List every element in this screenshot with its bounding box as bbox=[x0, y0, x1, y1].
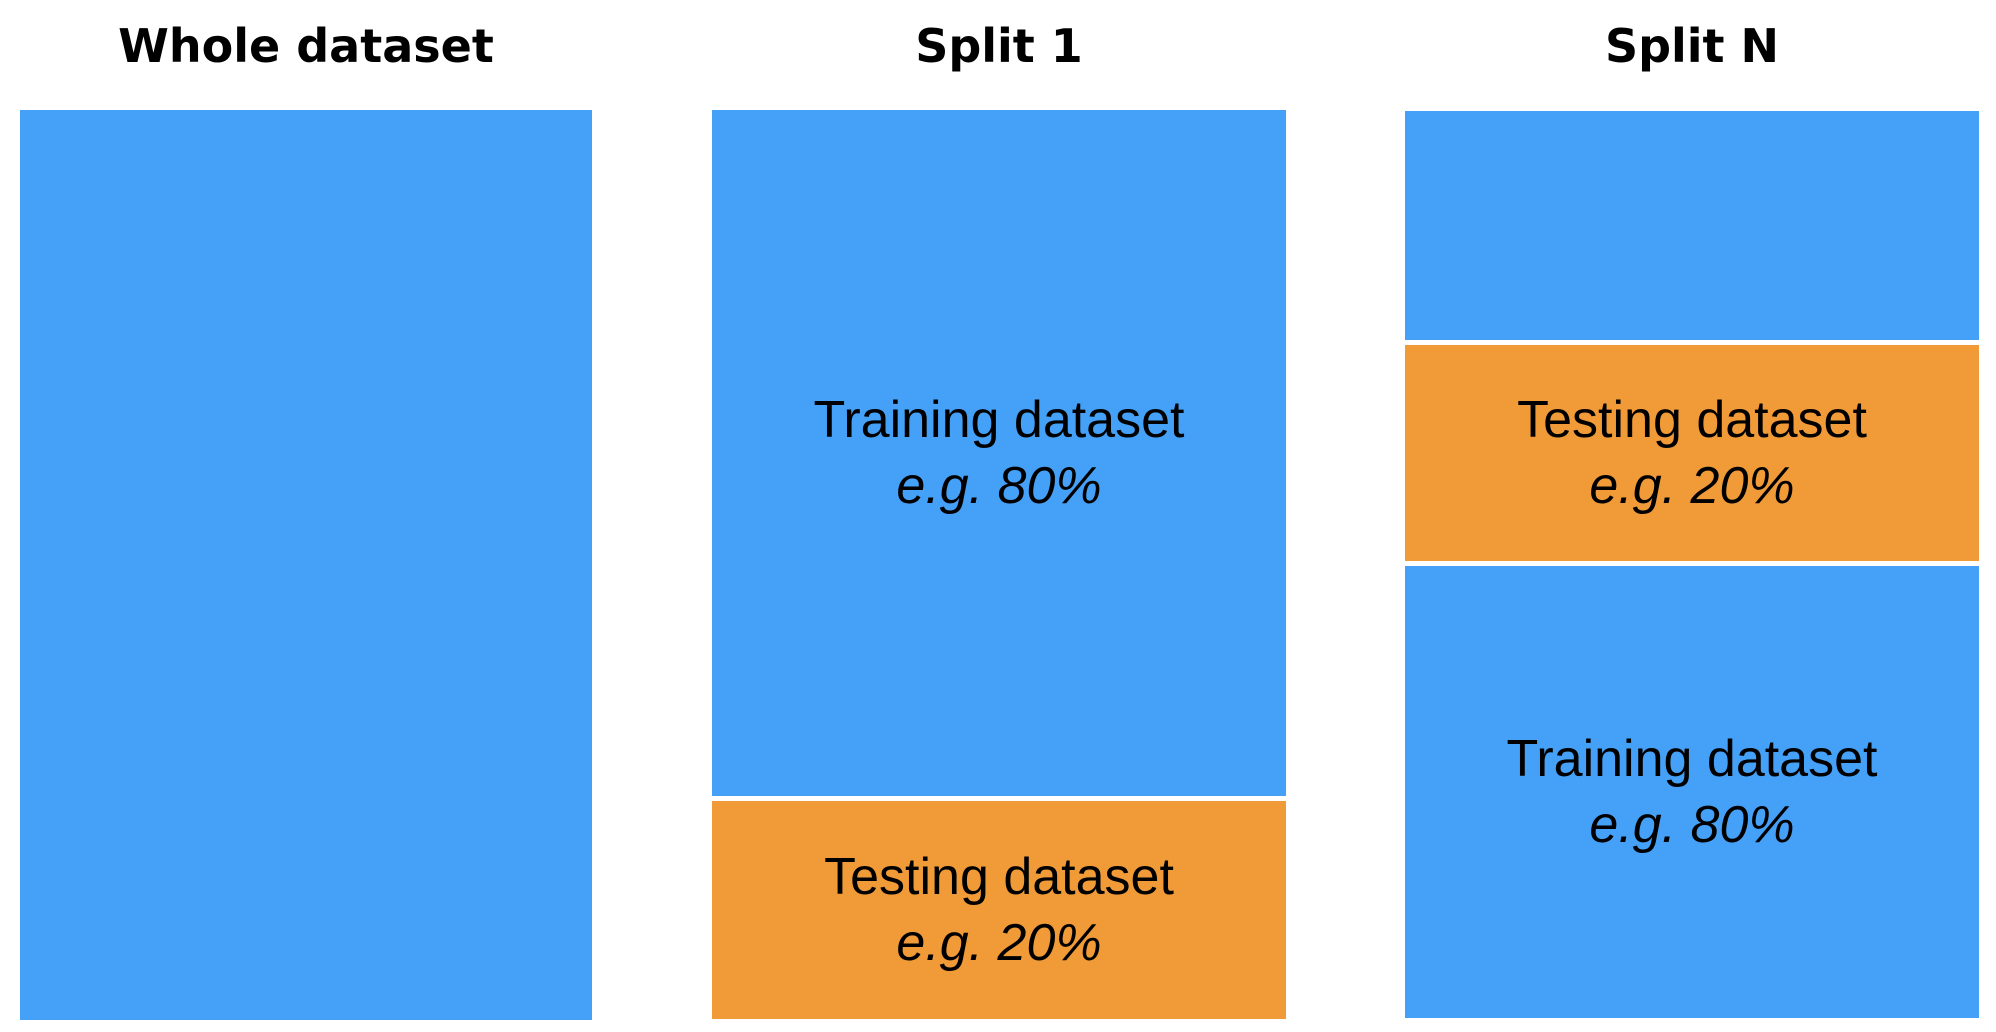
split-n-training-bottom-block: Training dataset e.g. 80% bbox=[1405, 566, 1979, 1018]
split-1-testing-label: Testing dataset bbox=[824, 848, 1174, 906]
column-title-split-1: Split 1 bbox=[915, 19, 1083, 73]
split-n-testing-block: Testing dataset e.g. 20% bbox=[1405, 345, 1979, 561]
split-1-training-block: Training dataset e.g. 80% bbox=[712, 110, 1286, 796]
split-n-training-label: Training dataset bbox=[1506, 730, 1878, 788]
column-title-whole-dataset: Whole dataset bbox=[118, 19, 494, 73]
split-1-testing-block: Testing dataset e.g. 20% bbox=[712, 801, 1286, 1019]
whole-dataset-block bbox=[20, 110, 592, 1020]
split-1-testing-percent: e.g. 20% bbox=[896, 914, 1102, 972]
split-1-training-percent: e.g. 80% bbox=[896, 457, 1102, 515]
split-n-testing-percent: e.g. 20% bbox=[1589, 457, 1795, 515]
split-n-training-percent: e.g. 80% bbox=[1589, 796, 1795, 854]
split-n-training-top-block bbox=[1405, 111, 1979, 340]
split-n-testing-label: Testing dataset bbox=[1517, 391, 1867, 449]
column-title-split-n: Split N bbox=[1604, 19, 1780, 73]
split-1-training-label: Training dataset bbox=[813, 391, 1185, 449]
